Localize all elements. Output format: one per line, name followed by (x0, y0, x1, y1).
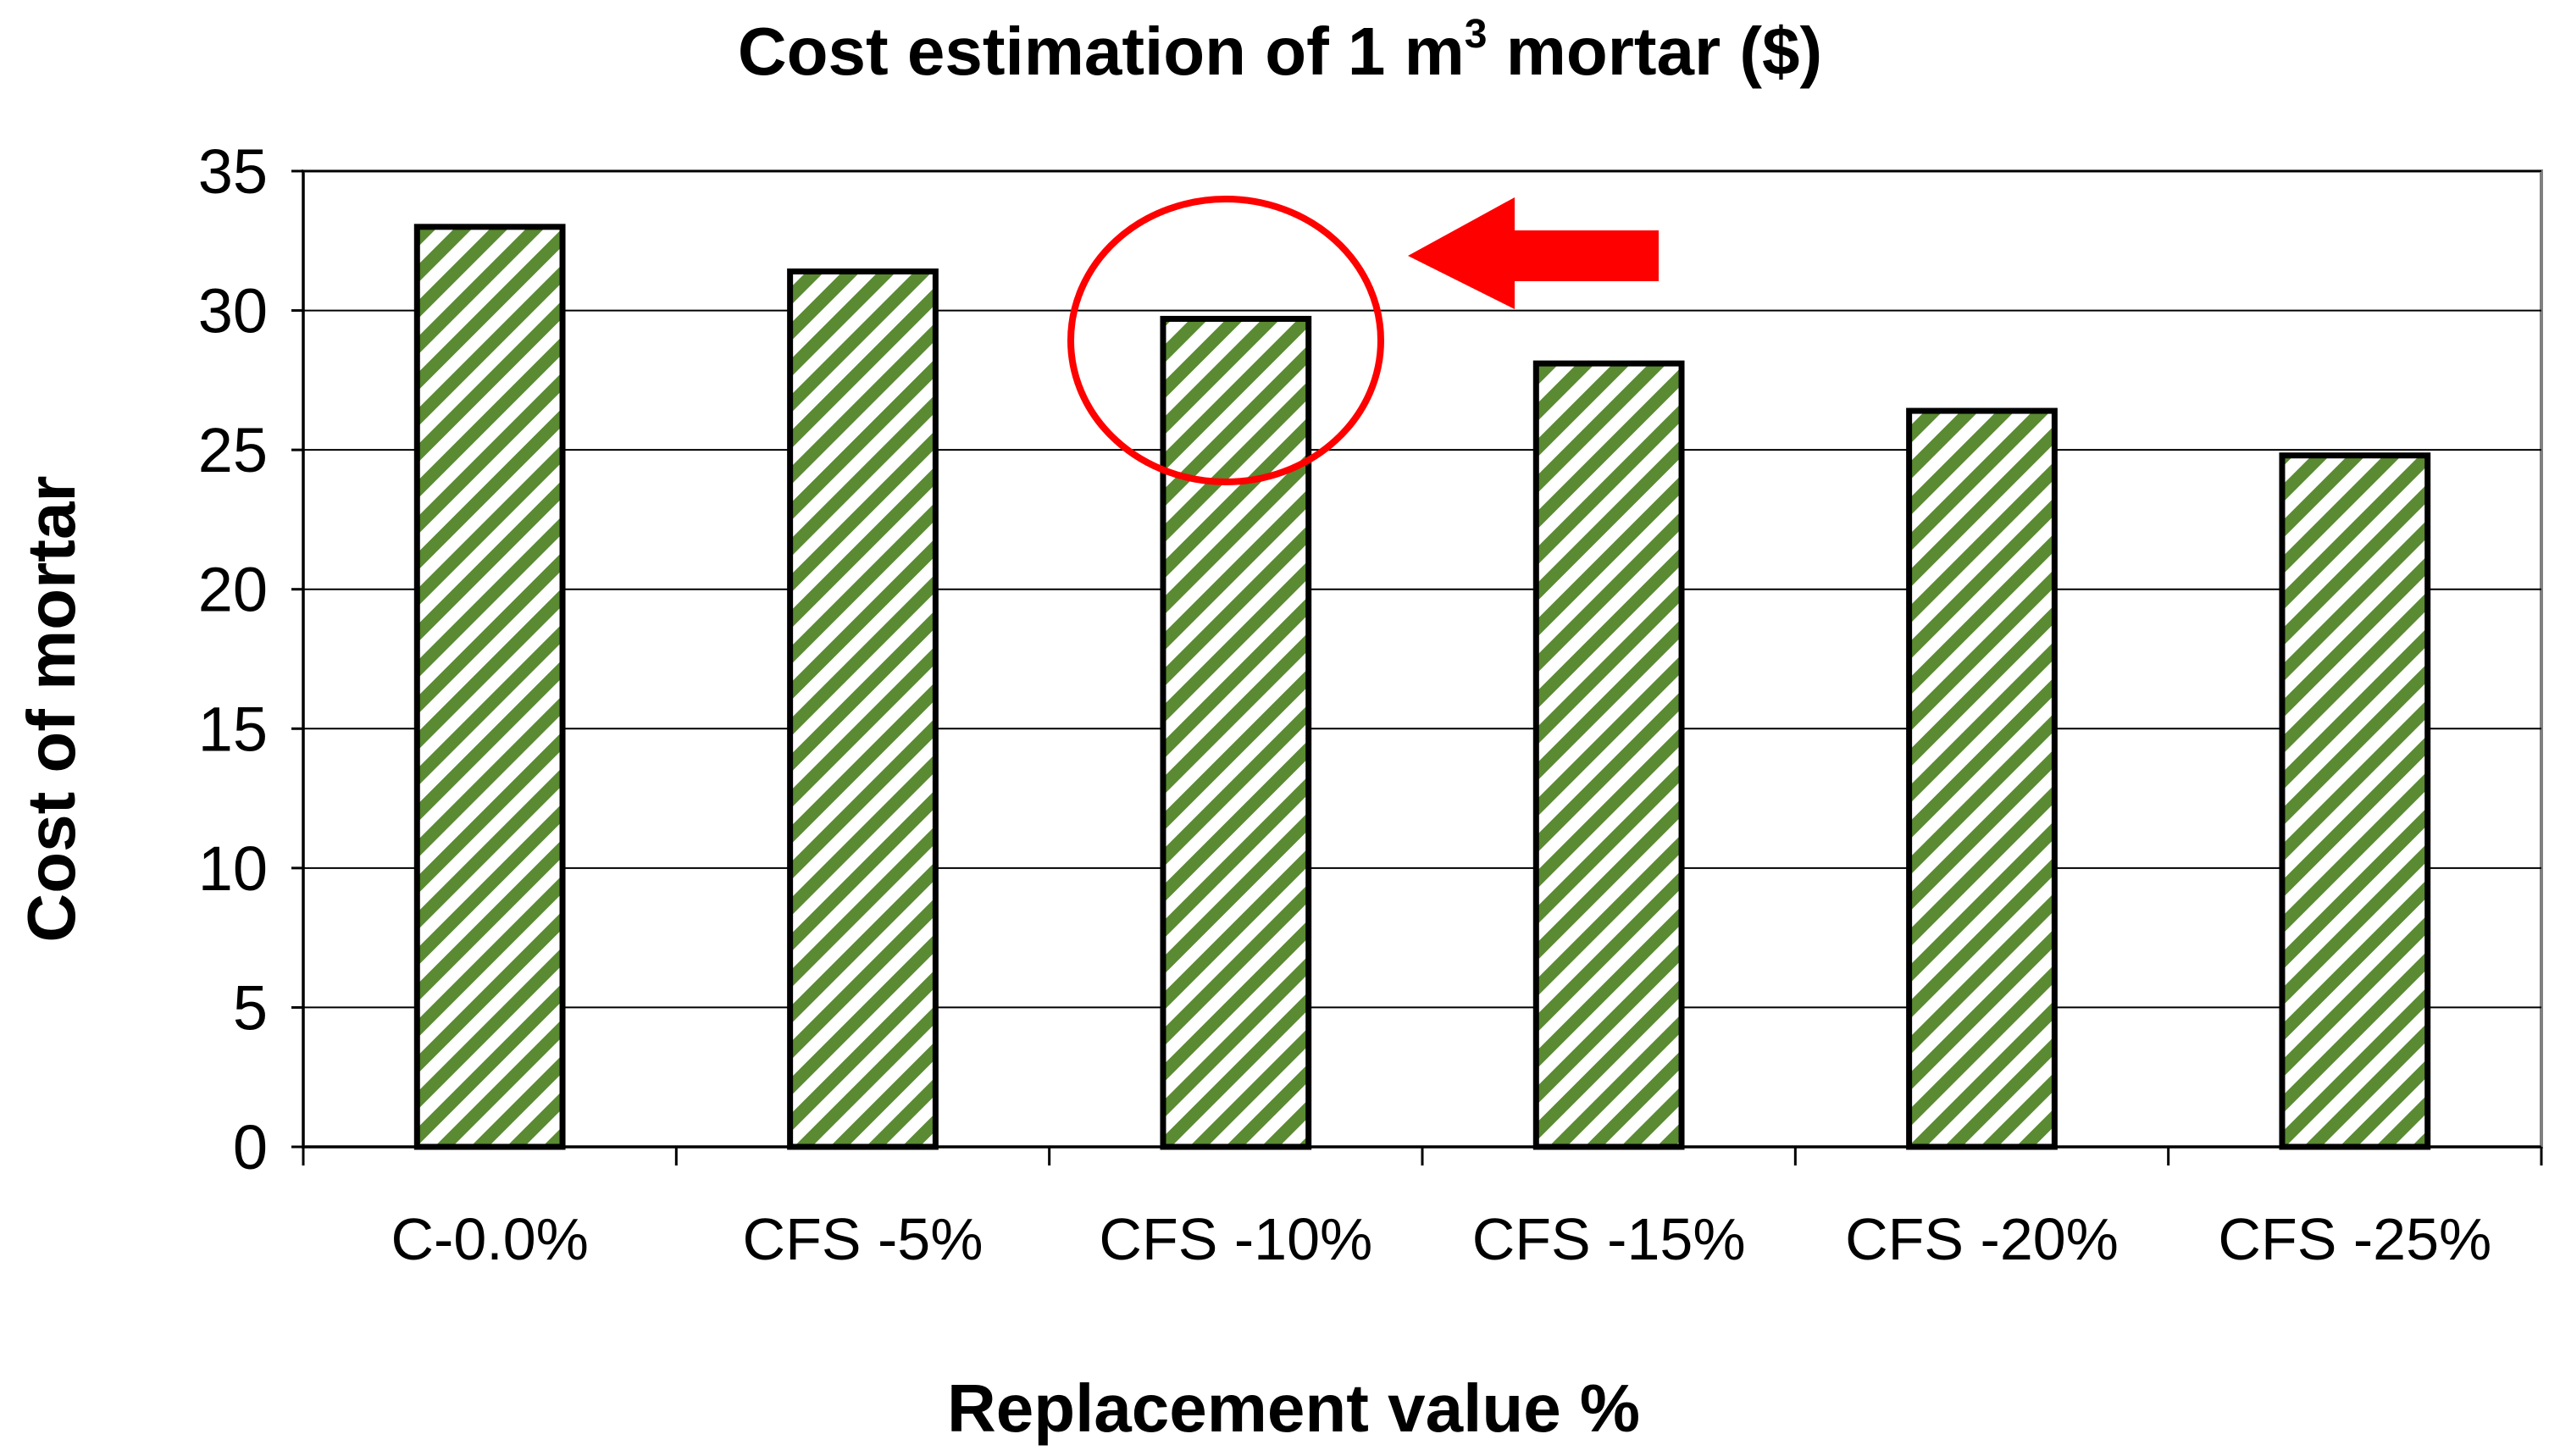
y-tick-label: 10 (198, 833, 268, 904)
highlight-circle (1067, 196, 1384, 485)
y-tick-label: 20 (198, 555, 268, 625)
x-tick-label: CFS -15% (1472, 1206, 1746, 1272)
x-tick-label: C-0.0% (391, 1206, 588, 1272)
y-axis-title: Cost of mortar (14, 475, 89, 942)
bar (1160, 315, 1312, 1150)
x-tick-label: CFS -25% (2218, 1206, 2491, 1272)
x-axis-ticks: C-0.0% CFS -5% CFS -10% CFS -15% CFS -20% CFS… (302, 1147, 2543, 1272)
plot-area (302, 169, 2543, 1149)
bar (1906, 407, 2058, 1150)
bar (787, 268, 939, 1150)
bar-series (413, 224, 2431, 1150)
x-tick-label: CFS -10% (1099, 1206, 1372, 1272)
bar (2279, 452, 2431, 1150)
highlight-annotation (1067, 196, 1659, 485)
y-tick-label: 15 (198, 694, 268, 764)
x-axis-title: Replacement value % (947, 1370, 1640, 1446)
gridlines (303, 170, 2541, 1009)
y-tick-label: 30 (198, 276, 268, 346)
x-tick-label: CFS -5% (743, 1206, 984, 1272)
y-tick-label: 35 (198, 136, 268, 207)
y-axis-ticks: 0 5 10 15 20 25 30 35 (198, 136, 303, 1182)
y-tick-label: 5 (233, 972, 268, 1043)
bar (1532, 360, 1685, 1150)
y-tick-label: 0 (233, 1112, 268, 1182)
y-tick-label: 25 (198, 415, 268, 485)
chart-title: Cost estimation of 1 m3 mortar ($) (738, 12, 1822, 89)
bar (413, 224, 566, 1150)
x-tick-label: CFS -20% (1845, 1206, 2119, 1272)
arrow-left-icon (1408, 197, 1659, 309)
